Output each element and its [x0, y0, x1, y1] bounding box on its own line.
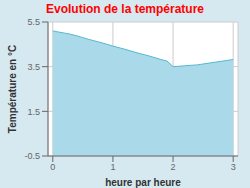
- svg-text:5.5: 5.5: [27, 18, 40, 27]
- html-text:Evolution de la température: Evolution de la température: [46, 2, 204, 16]
- svg-text:1.5: 1.5: [27, 107, 40, 117]
- svg-text:0: 0: [50, 162, 55, 172]
- svg-text:-0.5: -0.5: [24, 151, 40, 161]
- svg-text:3: 3: [231, 162, 236, 172]
- svg-text:2: 2: [171, 162, 176, 172]
- svg-text:heure par heure: heure par heure: [105, 177, 181, 188]
- svg-text:3.5: 3.5: [27, 62, 40, 72]
- svg-text:Température en °C: Température en °C: [7, 45, 18, 133]
- svg-text:1: 1: [110, 162, 115, 172]
